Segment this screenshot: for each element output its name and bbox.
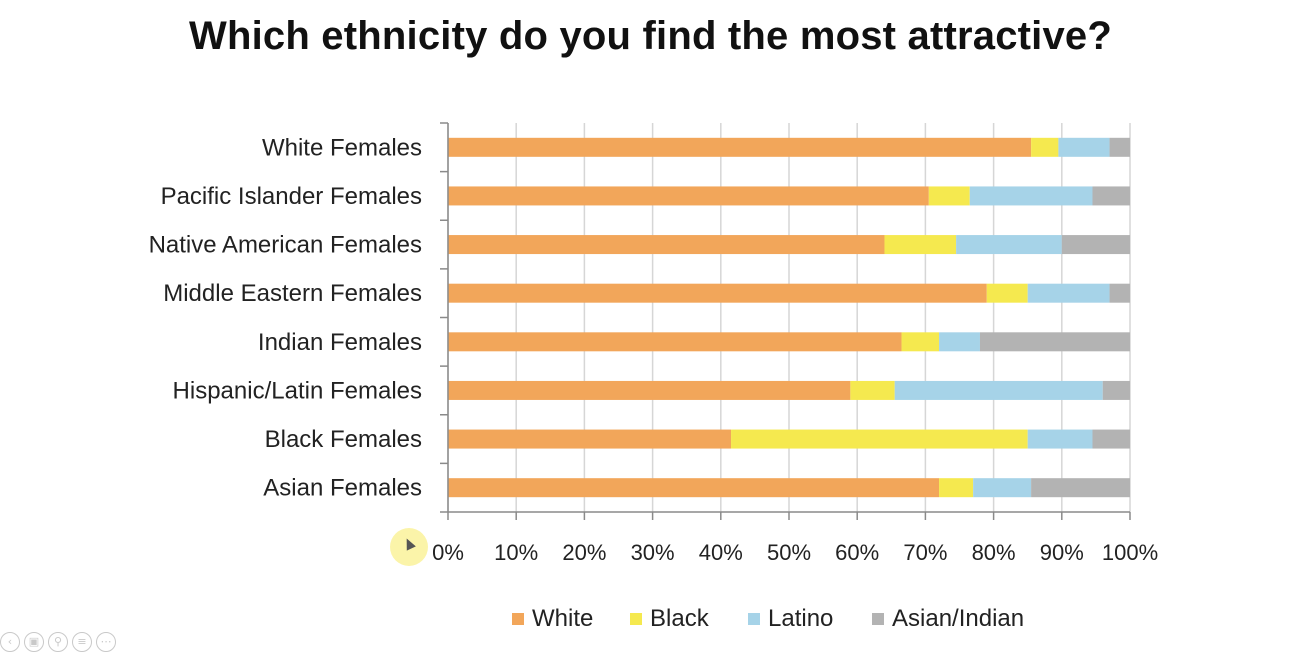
legend-label: Asian/Indian	[892, 605, 1024, 632]
more-icon[interactable]: ⋯	[96, 632, 116, 652]
legend-swatch	[512, 613, 524, 625]
bar-segment-asian-indian	[1109, 283, 1130, 303]
legend-swatch	[748, 613, 760, 625]
options-icon[interactable]: ≡	[72, 632, 92, 652]
legend: White Black Latino Asian/Indian	[512, 605, 1024, 632]
bar-segment-asian-indian	[1031, 478, 1130, 498]
category-label: Asian Females	[263, 475, 422, 502]
bar-segment-latino	[956, 235, 1062, 255]
bar-segment-black	[901, 332, 940, 352]
bar-segment-black	[1031, 137, 1059, 157]
x-tick-label: 40%	[699, 540, 743, 565]
bar-segment-latino	[1027, 283, 1110, 303]
legend-swatch	[872, 613, 884, 625]
x-tick-label: 30%	[631, 540, 675, 565]
axis-layer	[440, 122, 1131, 520]
zoom-icon[interactable]: ⚲	[48, 632, 68, 652]
bar-segment-black	[850, 380, 895, 400]
bar-segment-asian-indian	[1092, 429, 1130, 449]
labels-layer: 0% 10% 20% 30% 40% 50% 60% 70% 80% 90% 100% White F…	[149, 134, 1159, 565]
bar-segment-latino	[969, 186, 1093, 206]
category-label: Black Females	[265, 426, 422, 453]
cursor-highlight	[390, 528, 428, 566]
bar-segment-black	[884, 235, 957, 255]
x-tick-label: 100%	[1102, 540, 1158, 565]
x-tick-label: 10%	[494, 540, 538, 565]
x-tick-label: 60%	[835, 540, 879, 565]
legend-label: White	[532, 605, 593, 632]
x-tick-label: 70%	[903, 540, 947, 565]
bar-segment-asian-indian	[1061, 235, 1130, 255]
grid-layer	[447, 123, 1131, 512]
bar-segment-white	[448, 478, 940, 498]
bar-segment-white	[448, 332, 902, 352]
bar-segment-latino	[973, 478, 1032, 498]
bar-segment-asian-indian	[1109, 137, 1130, 157]
chart-title: Which ethnicity do you find the most att…	[189, 14, 1112, 58]
bar-segment-white	[448, 429, 732, 449]
player-controls: ‹ ▣ ⚲ ≡ ⋯	[0, 632, 116, 652]
bars-layer	[448, 137, 1130, 498]
bar-segment-white	[448, 283, 987, 303]
category-label: Middle Eastern Females	[163, 280, 422, 307]
x-tick-label: 90%	[1040, 540, 1084, 565]
x-tick-label: 0%	[432, 540, 464, 565]
bar-segment-black	[986, 283, 1028, 303]
prev-icon[interactable]: ‹	[0, 632, 20, 652]
legend-swatch	[630, 613, 642, 625]
bar-segment-asian-indian	[1102, 380, 1130, 400]
category-label: Pacific Islander Females	[161, 183, 422, 210]
bar-segment-white	[448, 235, 885, 255]
bar-segment-latino	[894, 380, 1103, 400]
category-label: Hispanic/Latin Females	[173, 377, 422, 404]
bar-segment-white	[448, 137, 1032, 157]
category-label: White Females	[262, 134, 422, 161]
legend-label: Black	[650, 605, 710, 632]
bar-segment-asian-indian	[979, 332, 1130, 352]
copy-icon[interactable]: ▣	[24, 632, 44, 652]
bar-segment-black	[731, 429, 1028, 449]
bar-segment-white	[448, 186, 929, 206]
bar-segment-latino	[1027, 429, 1093, 449]
x-tick-label: 20%	[562, 540, 606, 565]
bar-segment-black	[928, 186, 970, 206]
bar-segment-white	[448, 380, 851, 400]
bar-segment-latino	[939, 332, 980, 352]
bar-segment-asian-indian	[1092, 186, 1130, 206]
bar-segment-latino	[1058, 137, 1110, 157]
x-tick-label: 50%	[767, 540, 811, 565]
category-label: Native American Females	[149, 232, 422, 259]
legend-label: Latino	[768, 605, 833, 632]
category-label: Indian Females	[258, 329, 422, 356]
bar-segment-black	[939, 478, 974, 498]
x-tick-label: 80%	[972, 540, 1016, 565]
